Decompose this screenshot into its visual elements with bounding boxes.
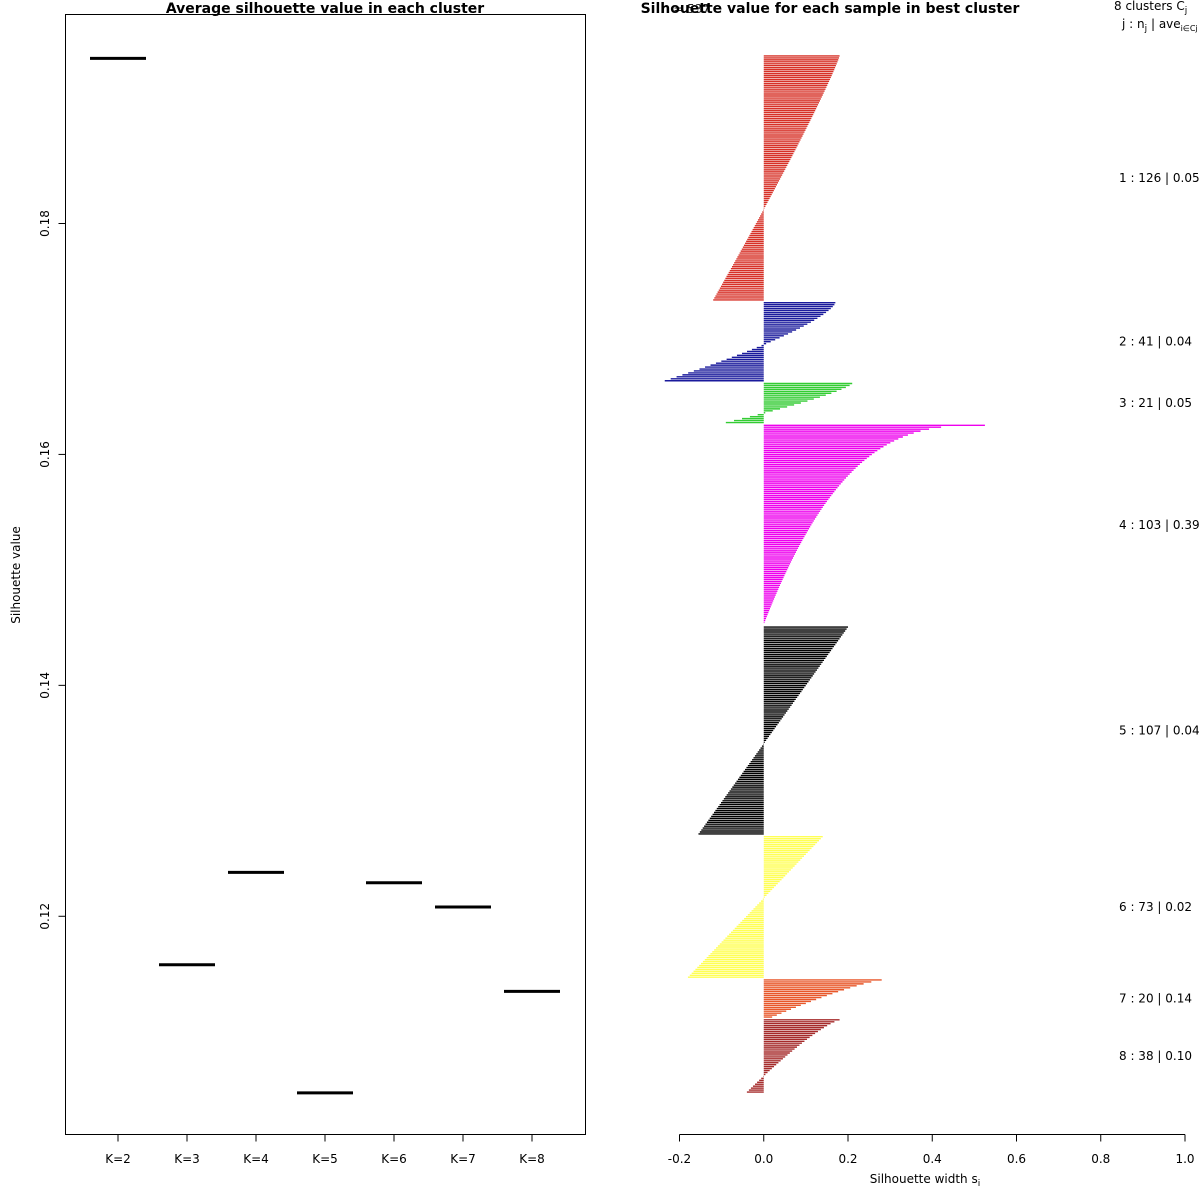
cluster-6-bars xyxy=(687,836,823,978)
right-x-tick-label: 0.0 xyxy=(754,1152,773,1166)
cluster-8-label: 8 : 38 | 0.10 xyxy=(1119,1049,1192,1063)
left-y-tick-label: 0.12 xyxy=(38,903,52,930)
cluster-header-ave-subscript: i∈Cj xyxy=(1181,24,1198,33)
cluster-header-n-label: j : n xyxy=(1121,17,1145,31)
left-y-tick-label: 0.18 xyxy=(38,210,52,237)
cluster-5-bars xyxy=(698,626,848,835)
cluster-header-n-subscript: j xyxy=(1144,24,1148,34)
right-x-tick-label: 1.0 xyxy=(1175,1152,1194,1166)
left-y-axis-label: Silhouette value xyxy=(9,526,23,624)
right-x-tick-label: 0.6 xyxy=(1007,1152,1026,1166)
left-panel: Average silhouette value in each cluster… xyxy=(9,1,586,1166)
left-x-tick-label: K=2 xyxy=(105,1152,131,1166)
silhouette-bars xyxy=(664,55,985,1093)
left-plot-frame xyxy=(65,14,586,1135)
left-y-axis: 0.12 0.14 0.16 0.18 xyxy=(38,210,66,930)
cluster-2-label: 2 : 41 | 0.04 xyxy=(1119,335,1192,349)
left-x-tick-label: K=4 xyxy=(243,1152,269,1166)
right-x-axis-label: Silhouette width si xyxy=(870,1172,981,1189)
right-x-axis: -0.2 0.0 0.2 0.4 0.6 0.8 1.0 xyxy=(668,1134,1195,1166)
left-x-tick-label: K=3 xyxy=(174,1152,200,1166)
cluster-2-bars xyxy=(664,301,836,382)
cluster-header-s-label: s xyxy=(1198,17,1200,31)
cluster-header-line1-subscript: j xyxy=(1184,6,1188,16)
right-x-axis-label-subscript: i xyxy=(978,1179,981,1189)
cluster-8-bars xyxy=(746,1019,840,1093)
cluster-header-ave-label: | ave xyxy=(1147,17,1181,31)
cluster-header-line2: j : nj | avei∈Cj s xyxy=(1121,17,1200,34)
left-y-tick-label: 0.14 xyxy=(38,672,52,699)
sample-count-overlay: n = 537 xyxy=(662,2,710,16)
cluster-header-line1-text: 8 clusters C xyxy=(1114,0,1185,13)
left-x-tick-label: K=7 xyxy=(450,1152,476,1166)
cluster-1-bars xyxy=(713,55,840,301)
right-x-tick-label: 0.2 xyxy=(838,1152,857,1166)
left-x-tick-label: K=8 xyxy=(519,1152,545,1166)
cluster-3-label: 3 : 21 | 0.05 xyxy=(1119,396,1192,410)
cluster-3-bars xyxy=(725,382,853,424)
cluster-4-bars xyxy=(763,424,985,624)
left-x-tick-label: K=5 xyxy=(312,1152,338,1166)
cluster-4-label: 4 : 103 | 0.39 xyxy=(1119,518,1200,532)
right-x-tick-label: -0.2 xyxy=(668,1152,691,1166)
left-x-axis: K=2 K=3 K=4 K=5 K=6 K=7 K=8 xyxy=(105,1134,545,1166)
left-marks xyxy=(90,56,560,1095)
right-x-axis-label-text: Silhouette width s xyxy=(870,1172,978,1186)
left-x-tick-label: K=6 xyxy=(381,1152,407,1166)
cluster-1-label: 1 : 126 | 0.05 xyxy=(1119,171,1200,185)
cluster-labels: 1 : 126 | 0.05 2 : 41 | 0.04 3 : 21 | 0.05… xyxy=(1119,171,1200,1063)
cluster-7-bars xyxy=(763,979,882,1018)
left-y-tick-label: 0.16 xyxy=(38,441,52,468)
right-x-tick-label: 0.4 xyxy=(923,1152,942,1166)
cluster-7-label: 7 : 20 | 0.14 xyxy=(1119,992,1192,1006)
right-chart-title: Silhouette value for each sample in best… xyxy=(641,1,1020,17)
cluster-6-label: 6 : 73 | 0.02 xyxy=(1119,900,1192,914)
left-chart-title: Average silhouette value in each cluster xyxy=(166,1,484,17)
right-x-tick-label: 0.8 xyxy=(1091,1152,1110,1166)
cluster-5-label: 5 : 107 | 0.04 xyxy=(1119,724,1200,738)
right-panel: Silhouette value for each sample in best… xyxy=(641,0,1200,1189)
cluster-header-line1: 8 clusters Cj xyxy=(1114,0,1187,16)
